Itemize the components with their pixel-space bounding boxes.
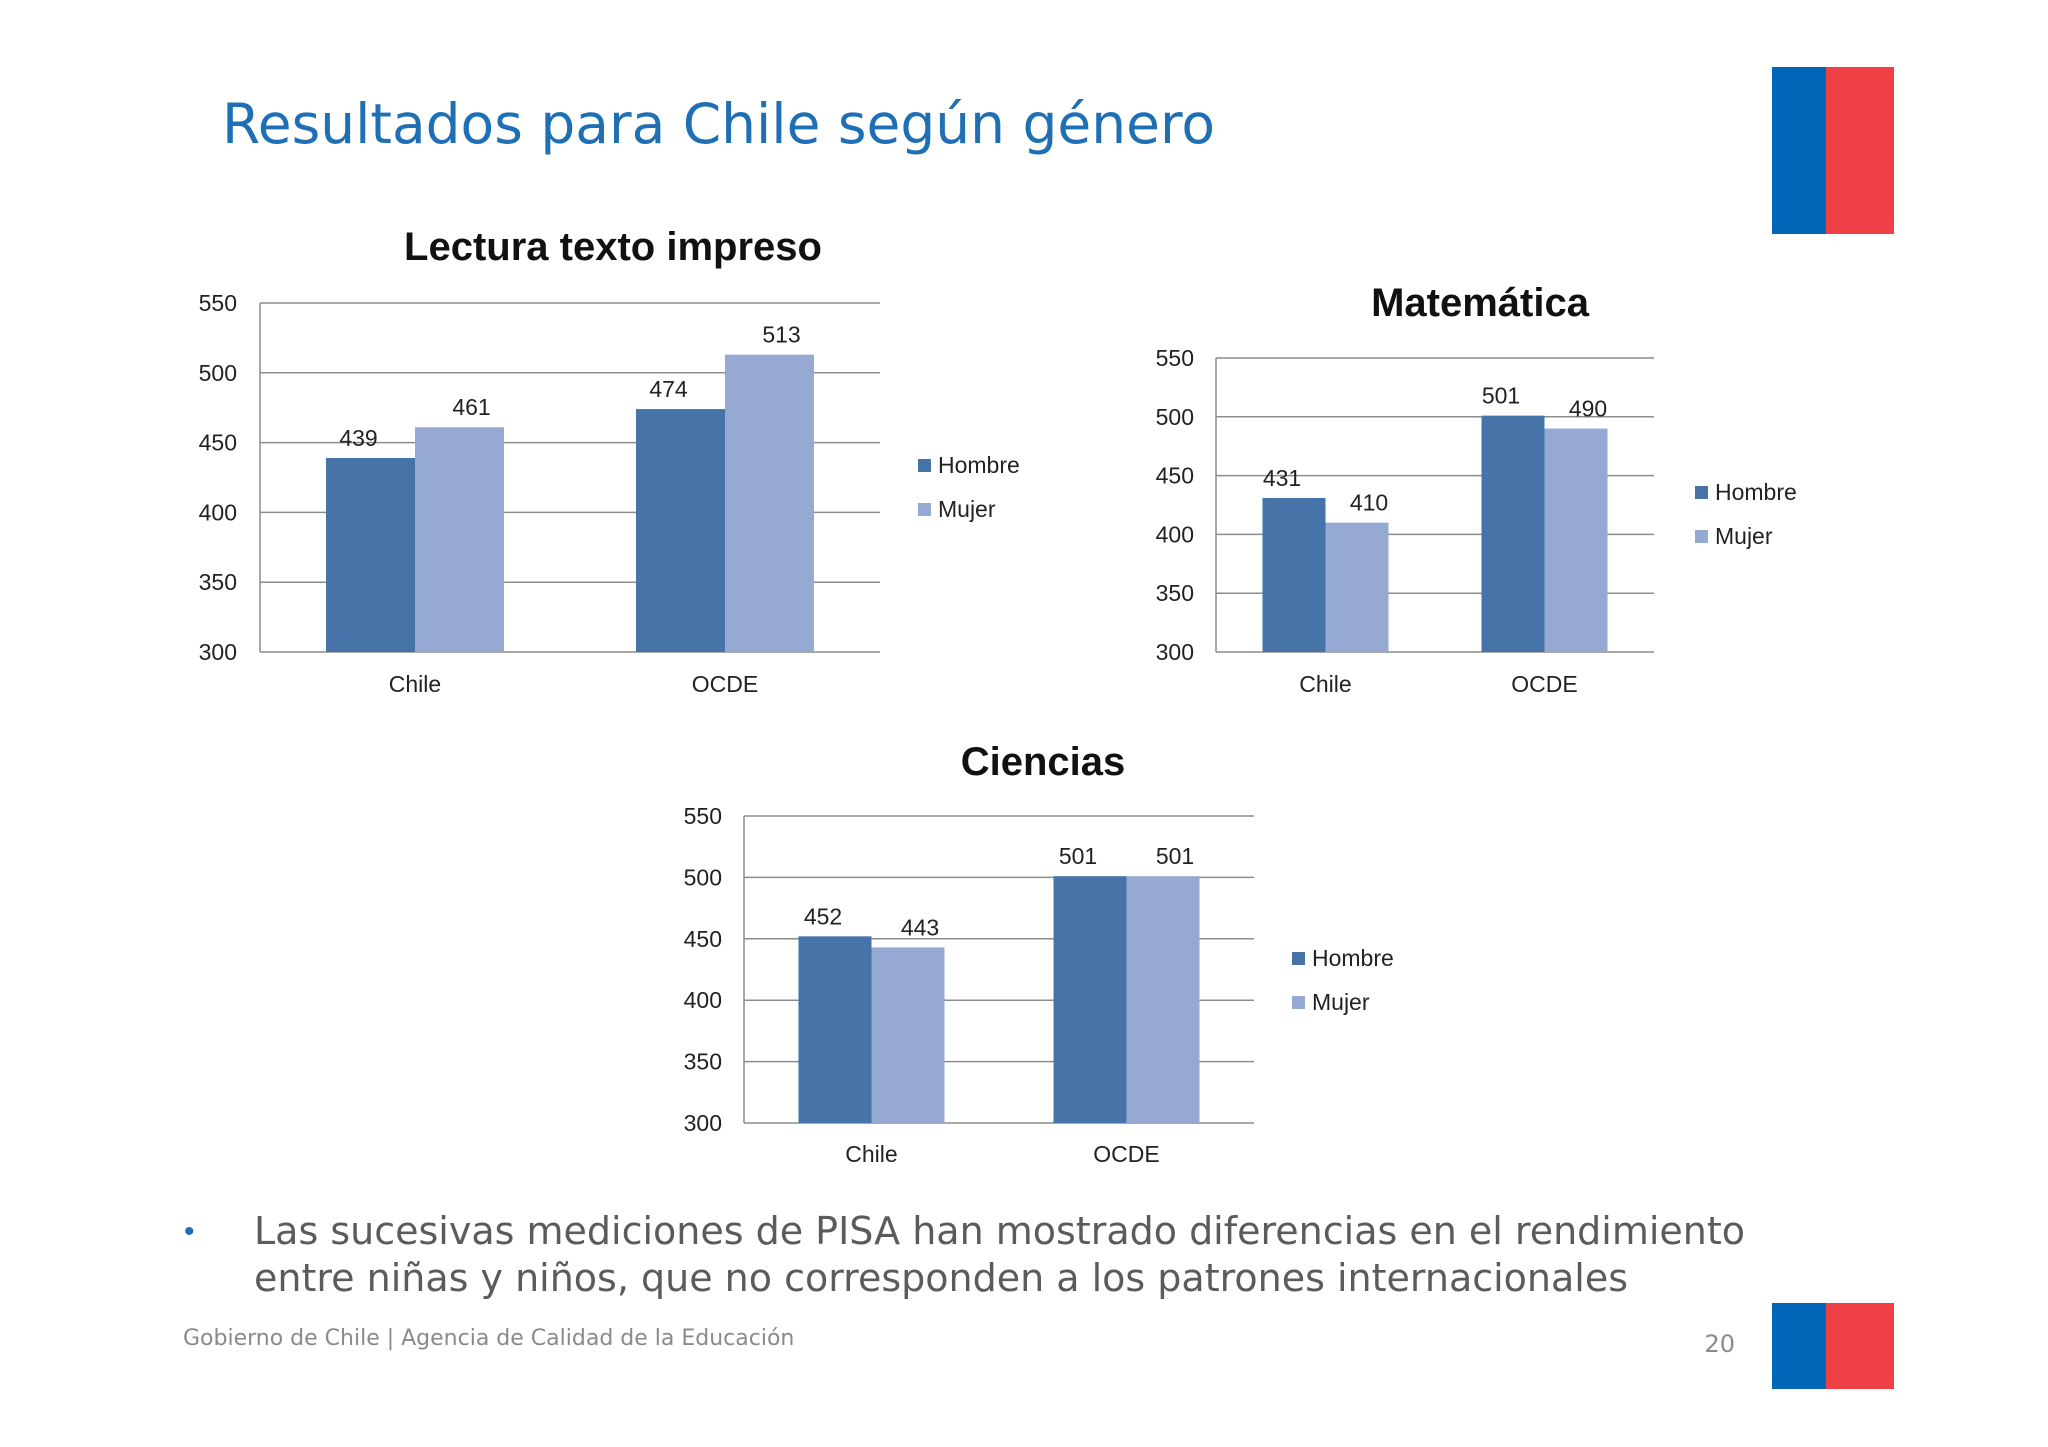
- data-label: 439: [339, 425, 377, 451]
- legend-label: Hombre: [1715, 479, 1797, 505]
- flag-blue-stripe: [1772, 1303, 1826, 1389]
- y-tick-label: 350: [684, 1049, 722, 1075]
- bar-mujer-chile: [871, 947, 945, 1123]
- chart-title: Lectura texto impreso: [404, 225, 822, 269]
- y-tick-label: 450: [199, 430, 237, 456]
- data-label: 474: [649, 376, 688, 402]
- data-label: 431: [1263, 465, 1301, 491]
- bar-mujer-ocde: [1544, 428, 1608, 652]
- data-label: 501: [1059, 843, 1097, 869]
- legend-label: Hombre: [938, 452, 1020, 478]
- chile-flag-bottom: [1772, 1303, 1894, 1389]
- y-tick-label: 300: [1156, 639, 1194, 665]
- y-tick-label: 400: [1156, 521, 1194, 547]
- bar-hombre-ocde: [636, 409, 725, 652]
- chile-flag-top: [1772, 67, 1894, 234]
- chart-title: Matemática: [1371, 281, 1590, 325]
- data-label: 443: [901, 914, 939, 940]
- chart-title: Ciencias: [961, 740, 1126, 784]
- y-tick-label: 400: [199, 499, 237, 525]
- legend-swatch: [1695, 530, 1708, 543]
- y-tick-label: 300: [199, 639, 237, 665]
- y-tick-label: 500: [684, 864, 722, 890]
- y-tick-label: 300: [684, 1110, 722, 1136]
- legend-label: Mujer: [1715, 523, 1773, 549]
- y-tick-label: 500: [1156, 404, 1194, 430]
- legend-swatch: [1695, 486, 1708, 499]
- x-tick-label: Chile: [1299, 671, 1351, 697]
- legend-label: Mujer: [1312, 989, 1370, 1015]
- y-tick-label: 550: [684, 803, 722, 829]
- y-tick-label: 400: [684, 987, 722, 1013]
- bar-hombre-chile: [798, 936, 872, 1123]
- x-tick-label: OCDE: [1093, 1141, 1159, 1167]
- bar-hombre-ocde: [1053, 876, 1127, 1123]
- y-tick-label: 350: [1156, 580, 1194, 606]
- data-label: 490: [1569, 396, 1607, 422]
- data-label: 461: [452, 394, 490, 420]
- x-tick-label: OCDE: [1511, 671, 1577, 697]
- x-tick-label: Chile: [389, 671, 441, 697]
- y-tick-label: 450: [1156, 463, 1194, 489]
- legend-swatch: [918, 503, 931, 516]
- y-tick-label: 350: [199, 569, 237, 595]
- x-tick-label: OCDE: [692, 671, 758, 697]
- bar-mujer-ocde: [725, 354, 814, 652]
- chart-matematica: Matemática 300 350 400 450 500 550 431 410 Chile 5…: [1156, 281, 1797, 697]
- bullet-point: • Las sucesivas mediciones de PISA han m…: [178, 1208, 1828, 1302]
- chart-ciencias: Ciencias 300 350 400 450 500 550 452 443 Chile 501…: [684, 740, 1394, 1167]
- legend-swatch: [1292, 996, 1305, 1009]
- legend-swatch: [918, 459, 931, 472]
- x-tick-label: Chile: [845, 1141, 897, 1167]
- bar-mujer-chile: [415, 427, 504, 652]
- y-tick-label: 450: [684, 926, 722, 952]
- data-label: 513: [762, 322, 800, 348]
- bar-mujer-ocde: [1126, 876, 1200, 1123]
- legend-swatch: [1292, 952, 1305, 965]
- data-label: 452: [804, 903, 842, 929]
- legend-label: Mujer: [938, 496, 996, 522]
- bullet-text: Las sucesivas mediciones de PISA han mos…: [254, 1209, 1746, 1300]
- bar-hombre-ocde: [1481, 415, 1545, 652]
- y-tick-label: 550: [1156, 345, 1194, 371]
- data-label: 501: [1482, 383, 1520, 409]
- footer-text: Gobierno de Chile | Agencia de Calidad d…: [183, 1326, 795, 1351]
- chart-lectura: Lectura texto impreso 300 350 400 450 500 550 4…: [199, 225, 1020, 697]
- y-tick-label: 550: [199, 290, 237, 316]
- data-label: 501: [1156, 843, 1194, 869]
- y-tick-label: 500: [199, 360, 237, 386]
- bar-mujer-chile: [1325, 522, 1389, 652]
- data-label: 410: [1350, 490, 1388, 516]
- bar-hombre-chile: [1262, 497, 1326, 652]
- bar-hombre-chile: [326, 457, 415, 652]
- flag-red-stripe: [1826, 67, 1894, 234]
- slide-title: Resultados para Chile según género: [222, 92, 1216, 156]
- flag-red-stripe: [1826, 1303, 1894, 1389]
- legend-label: Hombre: [1312, 945, 1394, 971]
- flag-blue-stripe: [1772, 67, 1826, 234]
- page-number: 20: [1704, 1330, 1735, 1358]
- bullet-dot-icon: •: [184, 1215, 195, 1248]
